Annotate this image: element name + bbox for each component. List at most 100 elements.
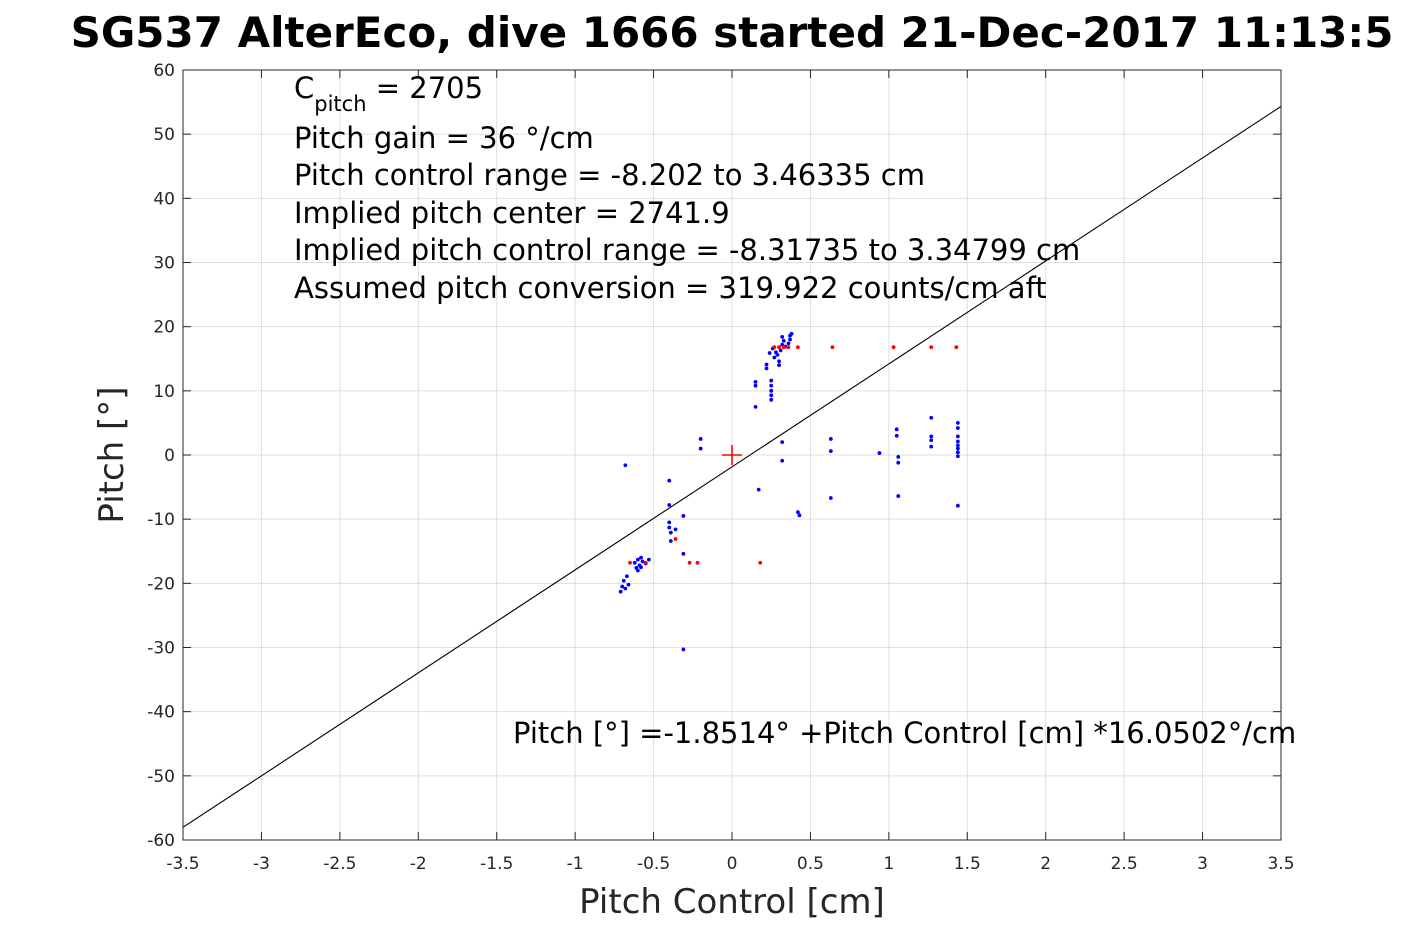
data-point <box>954 345 959 350</box>
data-point <box>775 353 780 357</box>
x-tick-label: -1.5 <box>480 854 513 874</box>
data-point <box>635 557 640 562</box>
y-axis-label: Pitch [°] <box>92 386 132 523</box>
annotation-implied-control-range: Implied pitch control range = -8.31735 t… <box>294 233 1080 267</box>
x-tick-label: 2 <box>1040 854 1051 874</box>
data-point <box>673 527 678 532</box>
data-point <box>894 427 899 432</box>
data-point <box>626 582 631 587</box>
data-point <box>667 520 672 525</box>
data-point <box>623 586 628 591</box>
data-point <box>767 351 772 355</box>
data-point <box>795 510 800 515</box>
x-tick-label: -3.5 <box>166 854 199 874</box>
data-point <box>795 345 800 350</box>
data-point <box>786 345 791 350</box>
annotation-pitch-conversion: Assumed pitch conversion = 319.922 count… <box>294 271 1047 305</box>
data-point <box>681 551 686 556</box>
data-point <box>643 560 648 565</box>
data-point <box>894 433 899 438</box>
y-tick-label: -20 <box>147 574 175 594</box>
data-point <box>955 421 960 425</box>
data-point <box>781 345 786 350</box>
data-point <box>635 568 640 573</box>
data-point <box>769 393 774 398</box>
data-point <box>632 560 637 565</box>
fit-line-group <box>183 105 1281 828</box>
y-tick-label: -40 <box>147 703 175 723</box>
y-tick-label: 10 <box>153 382 175 402</box>
data-point <box>778 348 783 353</box>
data-point <box>797 513 802 518</box>
data-point <box>828 496 833 500</box>
y-tick-label: 0 <box>164 446 175 466</box>
c-pitch-subscript: pitch <box>314 92 366 116</box>
x-axis-label: Pitch Control [cm] <box>579 882 885 922</box>
center-marker <box>722 445 742 465</box>
y-tick-label: 60 <box>153 61 175 81</box>
data-point <box>789 331 794 336</box>
data-point <box>769 388 774 393</box>
data-point <box>758 560 763 565</box>
data-point <box>929 438 934 443</box>
data-point <box>780 458 785 463</box>
data-point <box>828 437 833 441</box>
data-point <box>640 559 645 564</box>
y-tick-label: 40 <box>153 189 175 209</box>
data-point <box>769 383 774 388</box>
y-tick-label: -30 <box>147 639 175 659</box>
data-point <box>780 335 785 339</box>
data-point <box>753 379 758 384</box>
data-point <box>667 478 672 483</box>
data-point <box>769 378 774 383</box>
data-point <box>698 437 703 441</box>
y-tick-label: 30 <box>153 254 175 274</box>
fit-line <box>183 105 1281 828</box>
annotation-pitch-gain: Pitch gain = 36 °/cm <box>294 121 594 155</box>
data-points <box>618 331 960 652</box>
data-point <box>769 397 774 402</box>
data-point <box>772 355 777 360</box>
x-tick-label: 2.5 <box>1111 854 1138 874</box>
data-point <box>828 449 833 454</box>
data-point <box>955 434 960 439</box>
data-point <box>623 463 628 468</box>
data-point <box>625 574 629 579</box>
data-point <box>756 487 761 492</box>
data-point <box>877 451 882 455</box>
data-point <box>955 454 960 459</box>
data-point <box>621 578 626 583</box>
x-tick-label: 3 <box>1197 854 1208 874</box>
data-point <box>753 383 758 388</box>
x-tick-label: 1.5 <box>954 854 981 874</box>
data-point <box>786 341 791 346</box>
data-point <box>681 514 686 518</box>
data-point <box>668 539 673 543</box>
c-pitch-value: = 2705 <box>367 71 484 105</box>
data-point <box>667 525 672 530</box>
data-point <box>777 363 781 368</box>
data-point <box>955 450 960 455</box>
y-tick-label: 20 <box>153 318 175 338</box>
data-point <box>639 555 643 560</box>
data-point <box>788 337 792 342</box>
y-axis-ticks: -60 -50 -40 -30 -20 -10 0 10 20 30 40 50 60 <box>147 61 1281 851</box>
data-point <box>764 362 769 367</box>
data-point <box>681 647 686 652</box>
x-tick-label: -2.5 <box>323 854 356 874</box>
y-tick-label: -50 <box>147 767 175 787</box>
data-point <box>929 434 934 439</box>
data-point <box>781 338 786 343</box>
data-point <box>698 446 703 451</box>
annotation-implied-pitch-center: Implied pitch center = 2741.9 <box>294 196 730 230</box>
data-point <box>772 345 777 350</box>
x-tick-label: 1 <box>883 854 894 874</box>
data-point <box>777 345 781 350</box>
annotation-pitch-control-range: Pitch control range = -8.202 to 3.46335 … <box>294 158 925 192</box>
data-point <box>929 415 934 420</box>
series-1 <box>628 345 959 565</box>
data-point <box>929 444 934 449</box>
data-point <box>929 345 934 350</box>
y-tick-label: 50 <box>153 125 175 145</box>
